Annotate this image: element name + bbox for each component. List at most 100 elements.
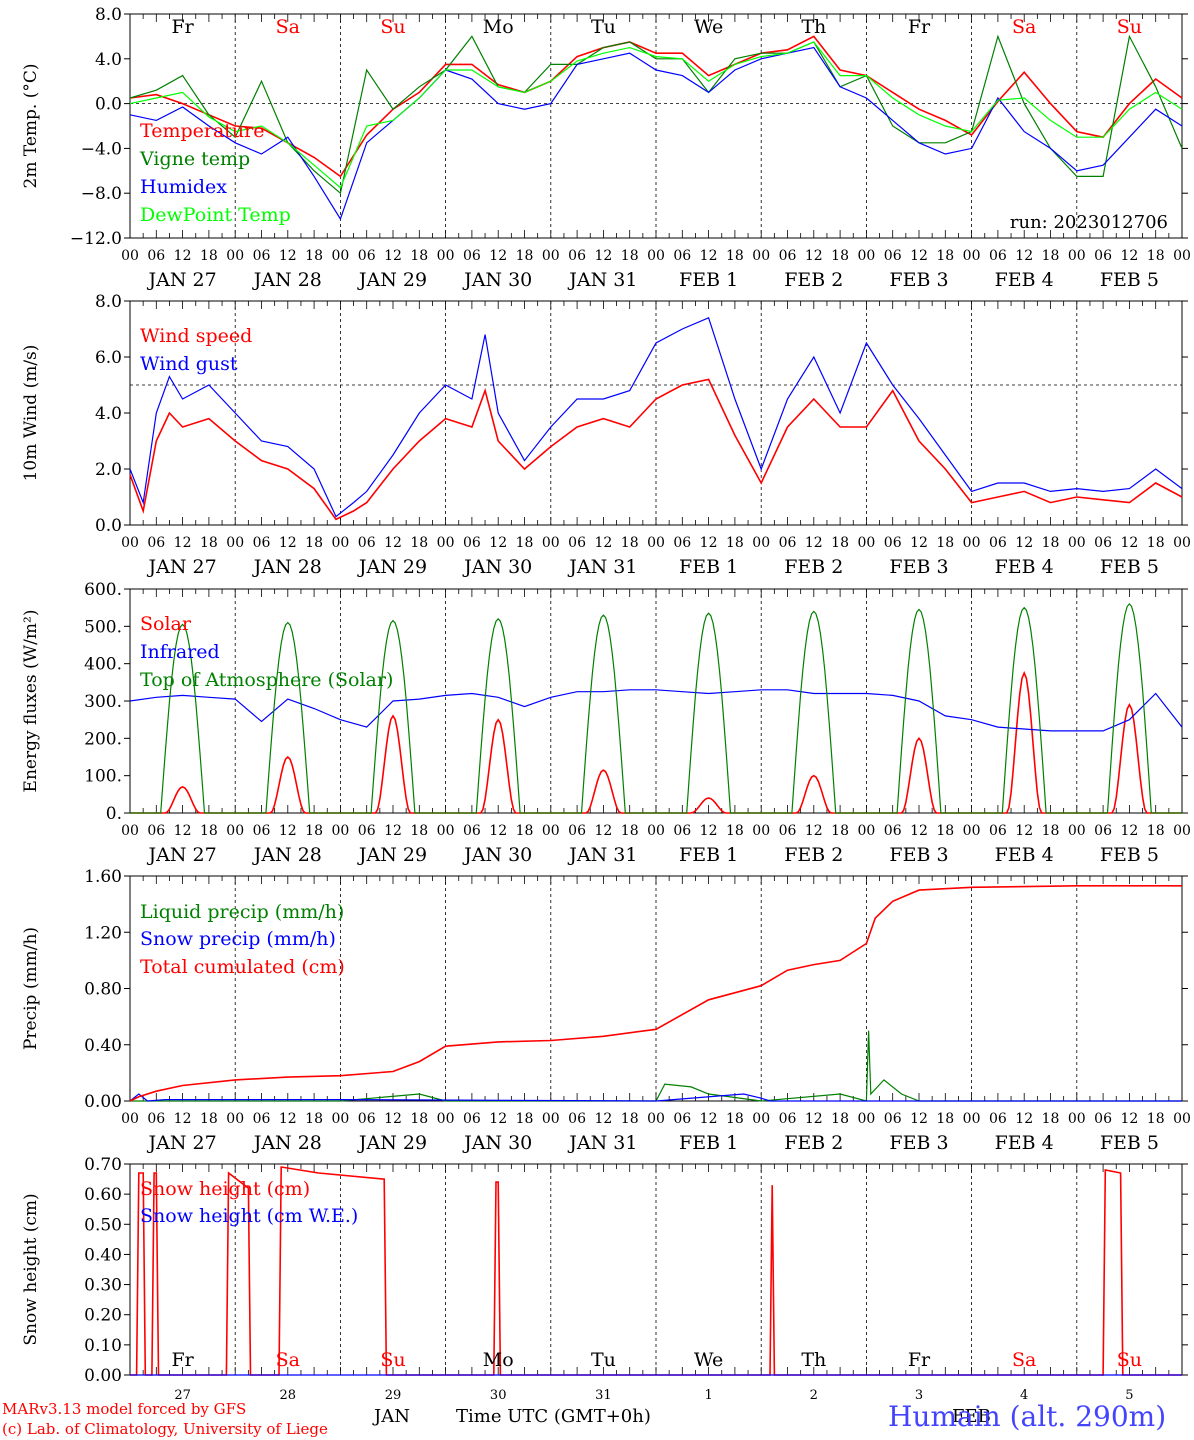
series-line-wind-speed: [129, 378, 1183, 521]
y-tick-label: 0.60: [84, 1185, 122, 1205]
y-tick-label: 0.30: [84, 1276, 122, 1296]
day-name-label: Fr: [908, 16, 931, 38]
x-hour-label: 00: [752, 823, 770, 839]
day-number-label: 1: [704, 1388, 712, 1403]
legend-entry: Wind gust: [140, 353, 238, 375]
x-date-label: FEB 4: [995, 844, 1054, 866]
x-hour-label: 12: [910, 823, 928, 839]
x-hour-label: 06: [568, 535, 586, 551]
legend-entry: Snow precip (mm/h): [140, 928, 336, 950]
x-hour-label: 12: [910, 248, 928, 264]
x-hour-label: 00: [857, 823, 875, 839]
y-tick-label: 0.00: [84, 1366, 122, 1386]
x-date-label: FEB 4: [995, 1132, 1054, 1154]
x-hour-label: 00: [121, 248, 139, 264]
legend-entry: Solar: [140, 613, 192, 635]
x-hour-label: 00: [1173, 823, 1191, 839]
x-hour-label: 06: [253, 535, 271, 551]
x-hour-label: 12: [279, 823, 297, 839]
x-hour-label: 06: [463, 1111, 481, 1127]
x-hour-label: 12: [174, 823, 192, 839]
x-hour-label: 12: [1015, 1111, 1033, 1127]
x-hour-label: 00: [963, 248, 981, 264]
x-hour-label: 00: [226, 823, 244, 839]
x-hour-label: 18: [831, 1111, 849, 1127]
day-number-label: 5: [1125, 1388, 1133, 1403]
y-tick-label: 0.20: [84, 1306, 122, 1326]
x-hour-label: 00: [647, 248, 665, 264]
x-hour-label: 06: [779, 1111, 797, 1127]
x-hour-label: 06: [568, 823, 586, 839]
x-hour-label: 18: [726, 823, 744, 839]
y-tick-label: 0.0: [95, 516, 122, 536]
x-date-label: JAN 28: [252, 269, 322, 291]
legend-entry: Snow height (cm): [140, 1178, 310, 1200]
x-hour-label: 06: [989, 823, 1007, 839]
x-hour-label: 00: [857, 535, 875, 551]
footer-month-overlap: FEB: [952, 1406, 991, 1427]
day-name-label: Su: [380, 1349, 405, 1371]
day-number-label: 2: [810, 1388, 818, 1403]
x-date-label: JAN 31: [567, 1132, 637, 1154]
x-date-label: JAN 29: [357, 556, 427, 578]
day-name-label: Th: [801, 16, 826, 38]
x-hour-label: 00: [121, 535, 139, 551]
day-name-label: Sa: [276, 16, 300, 38]
x-hour-label: 18: [305, 535, 323, 551]
x-hour-label: 00: [437, 248, 455, 264]
x-hour-label: 18: [410, 823, 428, 839]
y-tick-label: 500.: [84, 617, 122, 637]
x-date-label: JAN 28: [252, 844, 322, 866]
x-hour-label: 06: [1094, 1111, 1112, 1127]
x-hour-label: 06: [358, 1111, 376, 1127]
y-tick-label: −12.0: [70, 229, 122, 249]
x-hour-label: 12: [1015, 535, 1033, 551]
x-hour-label: 12: [1015, 823, 1033, 839]
legend-entry: Vigne temp: [139, 148, 250, 170]
x-date-label: JAN 31: [567, 844, 637, 866]
day-name-label: Tu: [591, 1349, 616, 1371]
day-name-label: Su: [1117, 1349, 1142, 1371]
x-hour-label: 06: [673, 535, 691, 551]
x-hour-label: 18: [621, 823, 639, 839]
x-hour-label: 00: [331, 248, 349, 264]
y-tick-label: 0.40: [84, 1036, 122, 1056]
x-hour-label: 12: [384, 1111, 402, 1127]
legend-entry: DewPoint Temp: [140, 204, 291, 226]
station-label: Humain (alt. 290m): [888, 1400, 1167, 1433]
x-hour-label: 00: [226, 1111, 244, 1127]
day-name-label: Sa: [1012, 1349, 1036, 1371]
legend-entry: Total cumulated (cm): [140, 956, 345, 978]
x-hour-label: 12: [700, 823, 718, 839]
x-hour-label: 06: [568, 248, 586, 264]
series-line-infrared: [129, 689, 1183, 732]
legend-entry: Wind speed: [140, 325, 252, 347]
x-date-label: JAN 30: [462, 269, 532, 291]
x-date-label: FEB 2: [784, 1132, 843, 1154]
x-hour-label: 06: [1094, 823, 1112, 839]
day-name-label: Mo: [483, 16, 514, 38]
x-hour-label: 06: [463, 823, 481, 839]
x-hour-label: 18: [1042, 248, 1060, 264]
y-axis-label: Precip (mm/h): [21, 927, 41, 1050]
x-hour-label: 00: [752, 1111, 770, 1127]
x-hour-label: 18: [621, 248, 639, 264]
x-date-label: JAN 30: [462, 556, 532, 578]
x-hour-label: 00: [226, 535, 244, 551]
legend-entry: Infrared: [140, 641, 220, 663]
x-hour-label: 12: [1120, 823, 1138, 839]
x-date-label: JAN 30: [462, 844, 532, 866]
x-hour-label: 12: [594, 535, 612, 551]
x-hour-label: 06: [989, 535, 1007, 551]
y-tick-label: 2.0: [95, 460, 122, 480]
x-hour-label: 12: [1015, 248, 1033, 264]
x-hour-label: 00: [1173, 1111, 1191, 1127]
x-hour-label: 06: [884, 1111, 902, 1127]
x-hour-label: 12: [489, 248, 507, 264]
day-number-label: 27: [174, 1388, 191, 1403]
x-hour-label: 00: [647, 823, 665, 839]
x-hour-label: 00: [437, 535, 455, 551]
x-date-label: JAN 27: [147, 556, 217, 578]
series-line-total-cumulated-cm-: [129, 885, 1182, 1102]
y-tick-label: 0.80: [84, 980, 122, 1000]
